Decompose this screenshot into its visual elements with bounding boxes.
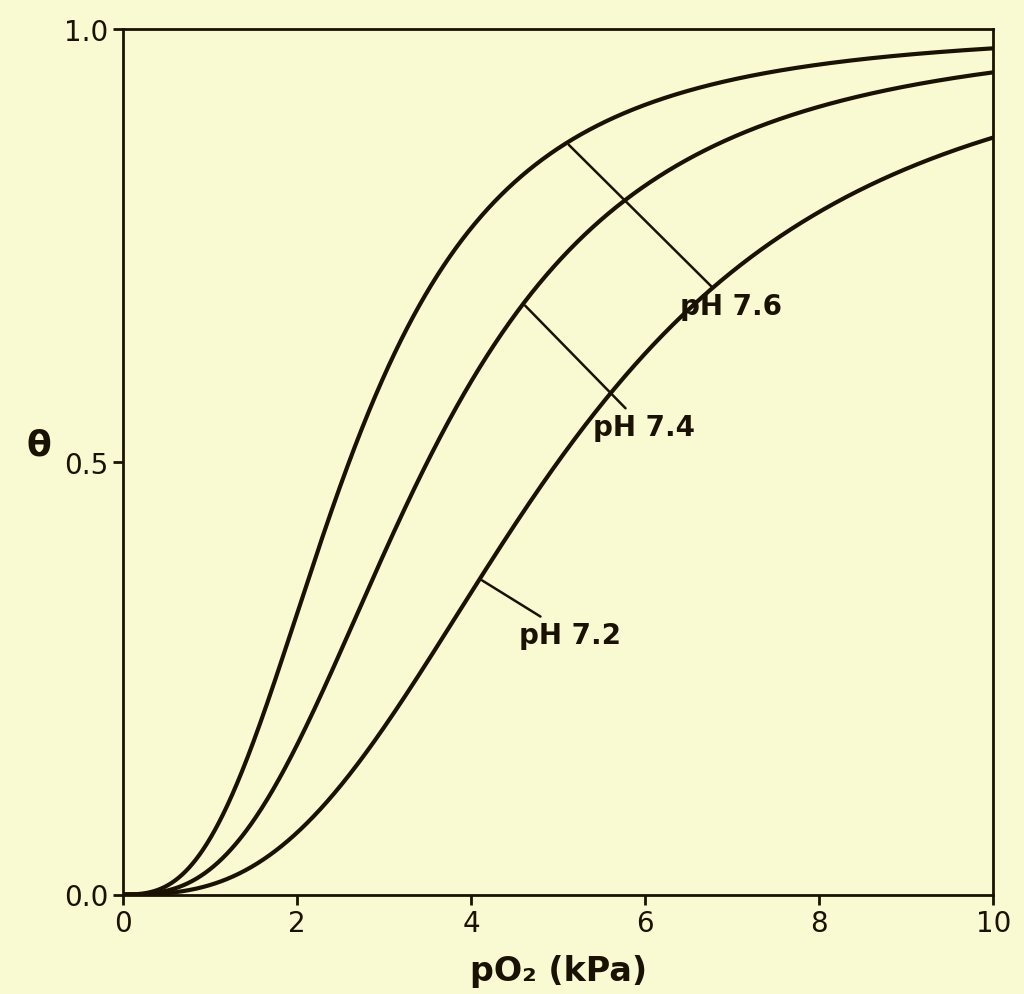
Text: pH 7.4: pH 7.4 xyxy=(525,306,695,441)
Y-axis label: θ: θ xyxy=(27,428,51,462)
X-axis label: pO₂ (kPa): pO₂ (kPa) xyxy=(470,954,646,987)
Text: pH 7.6: pH 7.6 xyxy=(568,146,782,320)
Text: pH 7.2: pH 7.2 xyxy=(482,580,621,649)
